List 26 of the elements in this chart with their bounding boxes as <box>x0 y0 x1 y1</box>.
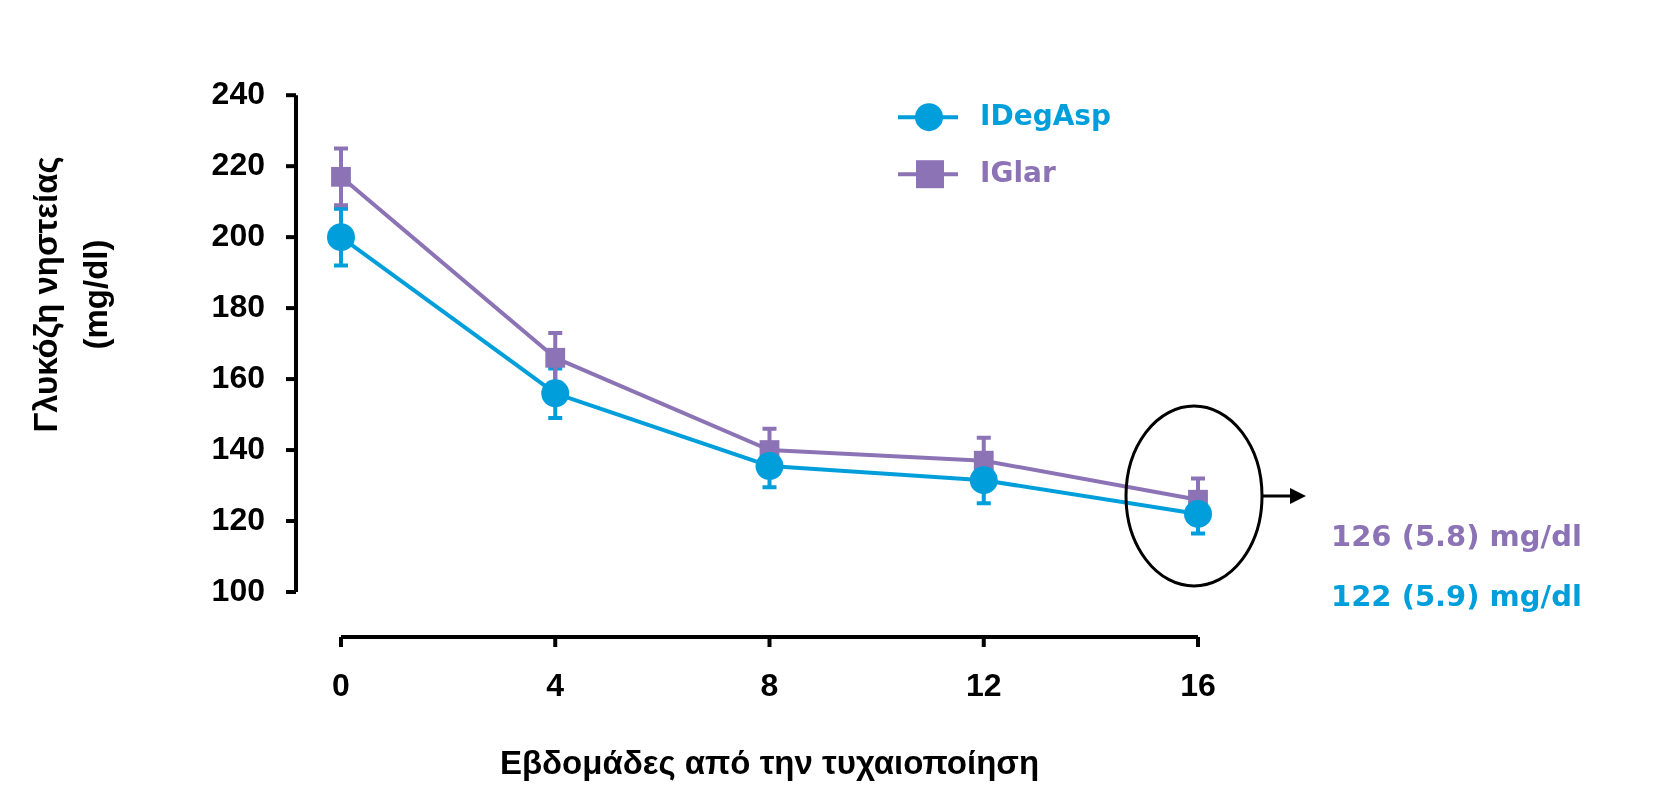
y-tick-label: 140 <box>211 429 265 466</box>
point <box>545 347 566 368</box>
x-tick-label: 12 <box>965 667 1002 704</box>
x-tick-label: 4 <box>546 667 565 704</box>
x-tick-label: 16 <box>1180 667 1216 704</box>
point <box>969 466 998 495</box>
text: 122 (5.9) mg/dl <box>1331 578 1582 613</box>
point <box>327 223 355 252</box>
legend-label: IGlar <box>980 156 1056 190</box>
y-tick-label: 240 <box>211 75 265 112</box>
x-tick-label: 0 <box>332 667 350 704</box>
point <box>1184 499 1212 528</box>
y-tick-label: 180 <box>211 287 265 324</box>
y-tick-label: 160 <box>211 358 265 395</box>
y-tick-label: 120 <box>211 500 265 537</box>
x-axis-title: Εβδομάδες από την τυχαιοποίηση <box>499 744 1040 782</box>
text: 126 (5.8) mg/dl <box>1331 518 1582 553</box>
point <box>755 452 784 481</box>
legend-label: IDegAsp <box>980 99 1112 133</box>
y-tick-label: 220 <box>211 146 265 182</box>
y-tick-label: 100 <box>211 571 265 608</box>
point <box>541 379 570 408</box>
y-axis-title: Γλυκόζη νηστείας (mg/dl) <box>25 155 115 435</box>
x-tick-label: 8 <box>760 667 779 704</box>
y-tick-label: 200 <box>211 216 265 253</box>
point <box>331 166 351 187</box>
